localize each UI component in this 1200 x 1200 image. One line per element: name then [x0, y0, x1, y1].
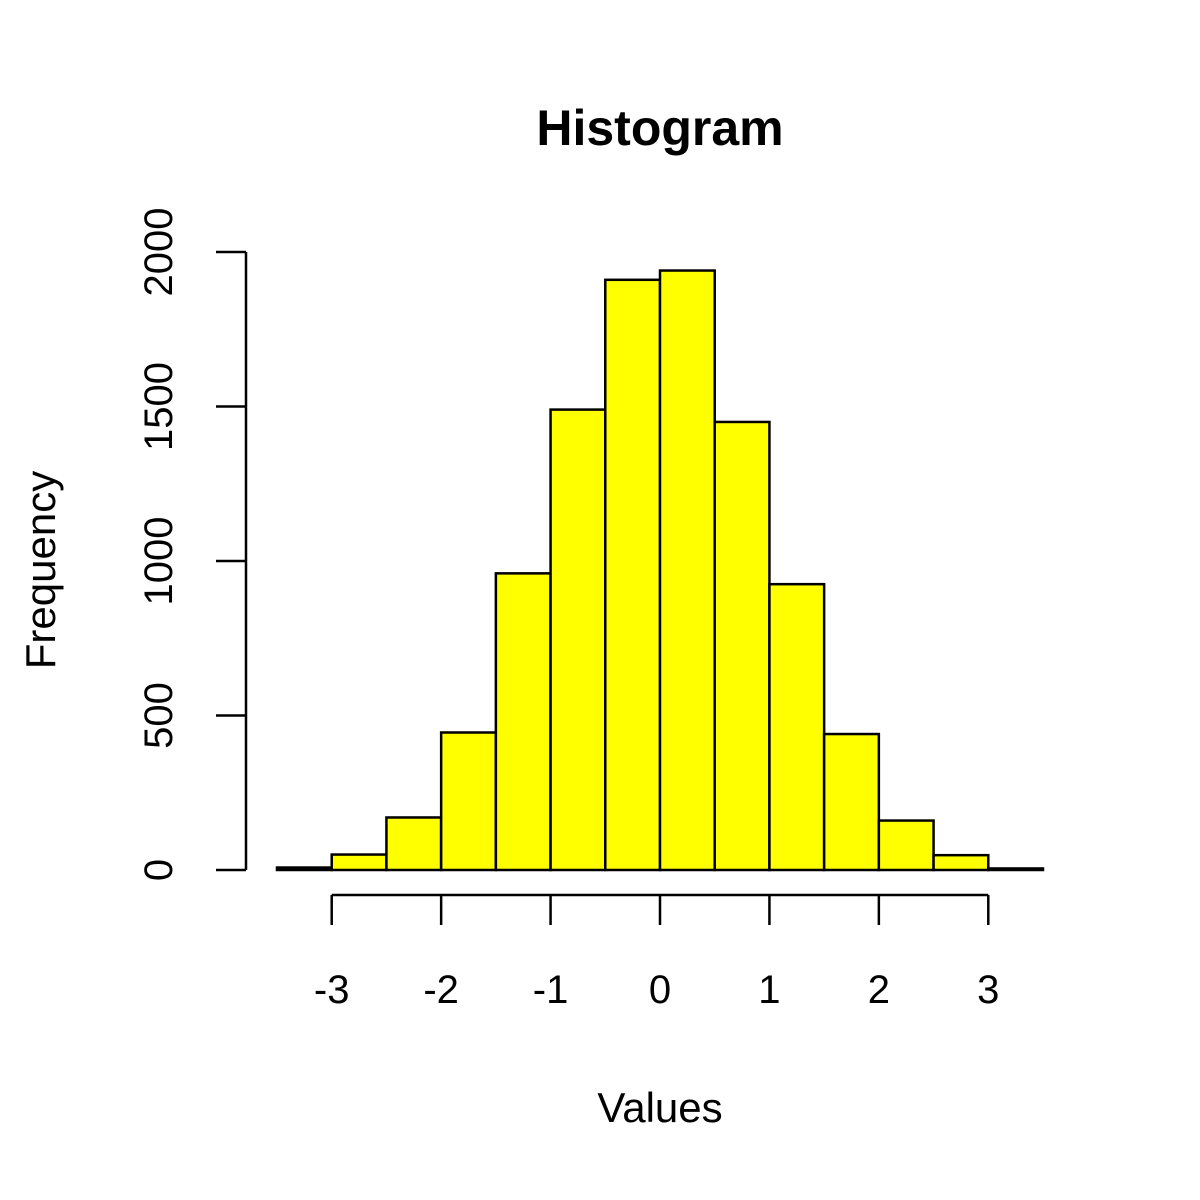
histogram-bar — [932, 853, 990, 872]
histogram-bar — [658, 269, 716, 872]
histogram-bar — [439, 731, 498, 872]
x-tick-label: -3 — [314, 968, 350, 1012]
y-tick-label: 2000 — [137, 208, 181, 297]
histogram-bar — [987, 867, 1045, 872]
bars-group — [275, 269, 1045, 872]
histogram-bar — [768, 582, 826, 872]
histogram-bar — [494, 572, 552, 872]
histogram-bar — [549, 408, 607, 872]
x-axis-label: Values — [597, 1084, 722, 1131]
histogram-bar — [877, 819, 935, 872]
y-tick-label: 500 — [137, 682, 181, 749]
x-tick-label: 0 — [649, 968, 671, 1012]
histogram-bar — [822, 732, 881, 872]
chart-title: Histogram — [536, 100, 783, 156]
y-tick-label: 0 — [137, 859, 181, 881]
y-tick-label: 1000 — [137, 517, 181, 606]
x-tick-label: -2 — [423, 968, 459, 1012]
histogram-bar — [330, 853, 388, 872]
histogram-bar — [713, 420, 771, 872]
histogram-bar — [385, 816, 443, 872]
histogram-bar — [604, 278, 662, 872]
x-tick-label: 2 — [868, 968, 890, 1012]
y-axis-label: Frequency — [17, 471, 64, 669]
y-tick-label: 1500 — [137, 362, 181, 451]
x-tick-label: 1 — [758, 968, 780, 1012]
x-tick-label: 3 — [977, 968, 999, 1012]
y-axis: 0 500 1000 1500 2000 — [137, 208, 248, 881]
x-tick-label: -1 — [533, 968, 569, 1012]
histogram-bar — [275, 866, 333, 872]
x-axis: -3 -2 -1 0 1 2 3 — [314, 893, 999, 1012]
